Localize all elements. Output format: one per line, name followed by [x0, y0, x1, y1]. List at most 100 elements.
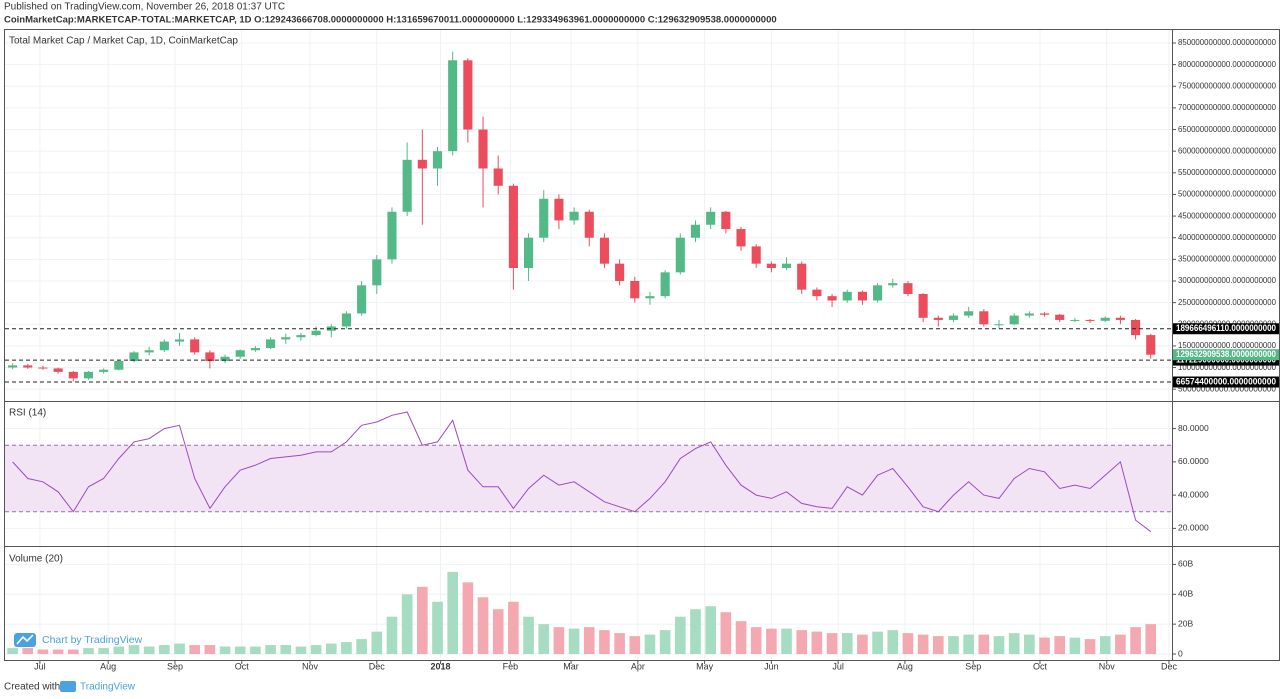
volume-bar — [781, 628, 792, 655]
last-price-label: 129632909538.0000000000 — [1176, 349, 1276, 359]
candle-body — [539, 198, 549, 238]
volume-bar — [705, 606, 716, 655]
volume-bar — [432, 601, 443, 655]
candle-body — [508, 185, 518, 269]
candle-body — [630, 280, 640, 299]
candle-body — [948, 315, 959, 320]
x-tick-label: Jun — [764, 661, 779, 671]
volume-bar — [295, 646, 307, 655]
candle-body — [53, 368, 63, 372]
volume-bar — [796, 630, 808, 655]
y-tick-label: 40.0000 — [1178, 489, 1209, 499]
volume-bar — [917, 634, 929, 655]
candle-body — [615, 263, 625, 281]
candle-body — [554, 198, 564, 221]
x-tick-label: Sep — [965, 661, 981, 671]
volume-bar — [189, 645, 201, 655]
y-tick-label: 80.0000 — [1178, 423, 1209, 433]
volume-bar — [477, 597, 489, 655]
candle-body — [675, 237, 685, 273]
candle-body — [736, 229, 746, 247]
volume-bar — [128, 645, 140, 655]
y-tick-label: 50000000000.0000000000 — [1178, 383, 1276, 393]
candle-body — [144, 350, 154, 353]
volume-bar — [22, 648, 34, 655]
candle-body — [341, 313, 352, 327]
footer-text: Created with — [4, 682, 60, 693]
y-tick-label: 0 — [1178, 648, 1183, 658]
y-tick-label: 250000000000.0000000000 — [1178, 297, 1276, 307]
volume-bar — [583, 627, 595, 655]
volume-bar — [265, 645, 276, 655]
line-price-box — [1173, 323, 1279, 335]
volume-bar — [1008, 633, 1020, 655]
candle-body — [129, 352, 139, 362]
volume-bar — [735, 621, 747, 655]
candle-body — [842, 291, 852, 301]
candle-body — [23, 365, 33, 368]
candle-body — [1115, 317, 1125, 320]
volume-bar — [750, 627, 762, 655]
candle-body — [1100, 317, 1110, 321]
volume-bar — [1130, 627, 1141, 655]
volume-bar — [37, 649, 49, 655]
y-tick-label: 600000000000.0000000000 — [1178, 145, 1276, 155]
y-tick-label: 550000000000.0000000000 — [1178, 167, 1276, 177]
volume-bar — [720, 612, 732, 655]
candle-body — [524, 237, 534, 269]
mark-layer — [5, 51, 1172, 655]
volume-bar — [174, 643, 185, 655]
y-tick-label: 100000000000.0000000000 — [1178, 362, 1276, 372]
line-price-label: 66574400000.0000000000 — [1176, 376, 1276, 386]
pane-title: RSI (14) — [9, 408, 46, 419]
volume-bar — [1084, 639, 1096, 655]
candle-body — [1146, 335, 1156, 355]
footer-logo — [60, 681, 76, 692]
y-tick-label: 750000000000.0000000000 — [1178, 81, 1276, 91]
volume-bar — [67, 649, 79, 655]
y-tick-label: 650000000000.0000000000 — [1178, 124, 1276, 134]
volume-bar — [341, 642, 352, 655]
volume-bar — [568, 628, 580, 655]
volume-bar — [614, 633, 625, 655]
volume-bar — [948, 636, 959, 655]
candle-body — [903, 283, 913, 294]
volume-bar — [659, 630, 671, 655]
candle-body — [873, 285, 883, 301]
watermark[interactable]: Chart by TradingView — [14, 633, 143, 647]
candle-body — [68, 371, 78, 379]
y-tick-label: 40B — [1178, 589, 1193, 599]
volume-bar — [159, 645, 170, 655]
candle-body — [584, 211, 594, 238]
volume-bar — [963, 634, 974, 655]
candle-body — [114, 361, 124, 370]
volume-bar — [219, 646, 231, 655]
volume-bar — [629, 636, 641, 655]
candle-body — [1009, 315, 1019, 325]
candle-body — [918, 293, 928, 318]
candle-body — [1070, 319, 1080, 321]
footer-brand[interactable]: TradingView — [80, 682, 136, 693]
candle-body — [888, 283, 898, 286]
y-tick-label: 150000000000.0000000000 — [1178, 340, 1276, 350]
candle-body — [250, 348, 260, 351]
volume-bar — [204, 645, 216, 655]
published-note: Published on TradingView.com, November 2… — [4, 2, 285, 13]
candle-body — [660, 272, 670, 297]
watermark-text: Chart by TradingView — [42, 634, 143, 646]
candle-body — [220, 356, 230, 362]
candle-body — [599, 237, 609, 264]
volume-bar — [1115, 634, 1126, 655]
volume-bar — [841, 633, 853, 655]
volume-bar — [113, 646, 125, 655]
candle-body — [296, 335, 306, 338]
watermark-icon-line — [16, 634, 34, 645]
candle-body — [781, 263, 792, 269]
volume-bar — [325, 643, 337, 655]
candle-body — [812, 289, 822, 297]
volume-bar — [887, 630, 899, 655]
volume-bar — [932, 636, 944, 655]
candle-body — [827, 296, 837, 301]
candle-body — [721, 211, 731, 230]
y-tick-label: 850000000000.0000000000 — [1178, 37, 1276, 47]
